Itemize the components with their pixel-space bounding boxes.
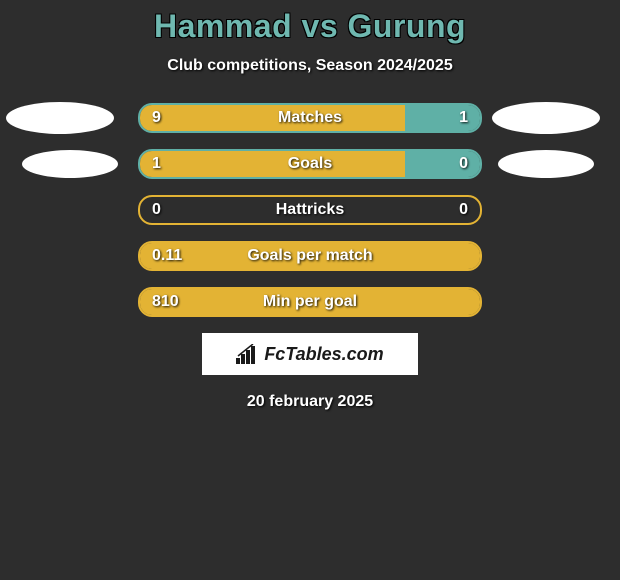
stat-label: Min per goal xyxy=(140,293,480,311)
stat-label: Goals xyxy=(140,155,480,173)
logo-box: FcTables.com xyxy=(202,333,418,375)
stat-value-right: 0 xyxy=(459,155,468,173)
stat-row: 810Min per goal xyxy=(0,287,620,317)
stat-label: Matches xyxy=(140,109,480,127)
stat-rows: 9Matches11Goals00Hattricks00.11Goals per… xyxy=(0,103,620,317)
stat-row: 0.11Goals per match xyxy=(0,241,620,271)
subtitle: Club competitions, Season 2024/2025 xyxy=(0,57,620,75)
player-ellipse-left xyxy=(6,102,114,134)
page-title: Hammad vs Gurung xyxy=(0,8,620,45)
stat-bar: 0Hattricks0 xyxy=(138,195,482,225)
stat-label: Goals per match xyxy=(140,247,480,265)
logo-text: FcTables.com xyxy=(264,344,383,365)
stat-row: 9Matches1 xyxy=(0,103,620,133)
stat-value-right: 0 xyxy=(459,201,468,219)
stat-value-right: 1 xyxy=(459,109,468,127)
stat-label: Hattricks xyxy=(140,201,480,219)
infographic-container: Hammad vs Gurung Club competitions, Seas… xyxy=(0,0,620,411)
player-ellipse-left xyxy=(22,150,118,178)
stat-bar: 1Goals0 xyxy=(138,149,482,179)
player-ellipse-right xyxy=(498,150,594,178)
logo-bars-icon xyxy=(236,344,260,364)
stat-row: 0Hattricks0 xyxy=(0,195,620,225)
player-ellipse-right xyxy=(492,102,600,134)
stat-bar: 0.11Goals per match xyxy=(138,241,482,271)
stat-bar: 810Min per goal xyxy=(138,287,482,317)
date-text: 20 february 2025 xyxy=(0,393,620,411)
stat-bar: 9Matches1 xyxy=(138,103,482,133)
stat-row: 1Goals0 xyxy=(0,149,620,179)
